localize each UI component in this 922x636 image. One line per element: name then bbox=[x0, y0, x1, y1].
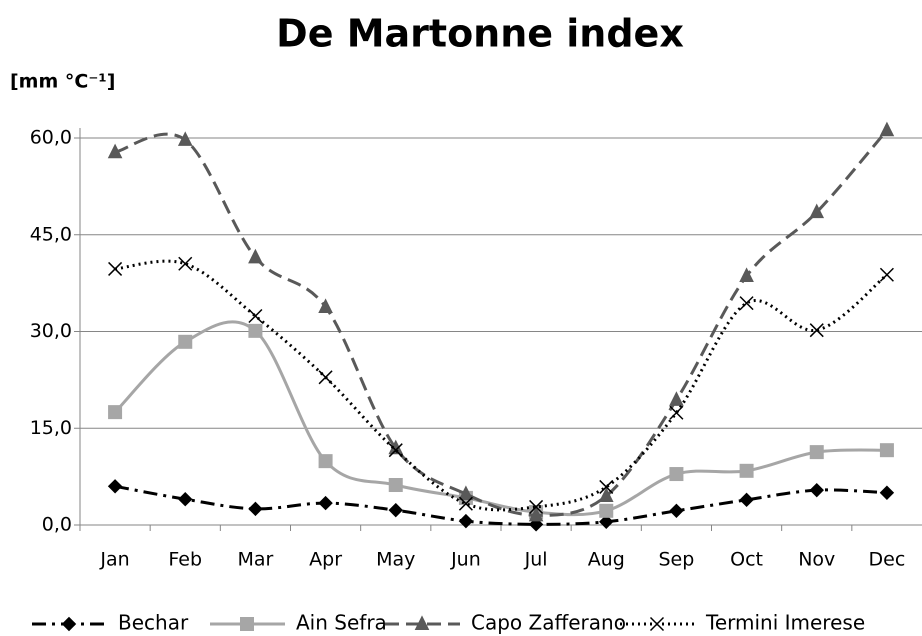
marker bbox=[599, 479, 614, 494]
y-tick-label: 60,0 bbox=[30, 127, 72, 149]
x-tick-label: May bbox=[376, 549, 415, 571]
marker bbox=[458, 496, 473, 511]
y-tick-label: 45,0 bbox=[30, 223, 72, 245]
chart-title: De Martonne index bbox=[276, 12, 684, 56]
marker bbox=[318, 495, 333, 511]
marker bbox=[458, 485, 474, 501]
marker bbox=[318, 370, 333, 385]
marker bbox=[809, 482, 824, 498]
marker bbox=[178, 256, 193, 271]
marker bbox=[178, 334, 193, 349]
legend-label: Capo Zafferano bbox=[471, 611, 626, 635]
marker bbox=[879, 485, 895, 500]
y-tick-label: 15,0 bbox=[30, 417, 72, 439]
y-tick-label: 30,0 bbox=[30, 320, 72, 342]
marker bbox=[879, 121, 895, 137]
x-tick-label: Jul bbox=[524, 549, 548, 571]
legend-marker bbox=[649, 616, 665, 632]
marker bbox=[598, 487, 614, 502]
series-line bbox=[114, 484, 887, 526]
series-line bbox=[114, 129, 889, 517]
marker bbox=[177, 131, 193, 146]
marker bbox=[388, 478, 403, 493]
marker bbox=[809, 445, 824, 460]
marker bbox=[809, 323, 824, 338]
x-tick-label: Mar bbox=[237, 549, 273, 571]
marker bbox=[529, 499, 544, 514]
marker bbox=[248, 501, 263, 517]
legend-marker bbox=[240, 617, 254, 631]
series-line bbox=[114, 259, 888, 512]
marker bbox=[739, 492, 754, 508]
marker bbox=[107, 143, 123, 159]
marker bbox=[599, 514, 614, 529]
marker bbox=[248, 248, 263, 264]
x-tick-label: Sep bbox=[659, 549, 695, 571]
marker bbox=[388, 443, 403, 458]
marker bbox=[669, 405, 684, 420]
marker bbox=[809, 203, 825, 219]
marker bbox=[739, 296, 754, 311]
series-line bbox=[114, 320, 887, 517]
series bbox=[107, 479, 895, 532]
marker bbox=[879, 443, 894, 458]
x-tick-label: Jan bbox=[99, 549, 129, 571]
marker bbox=[107, 479, 123, 494]
marker bbox=[739, 463, 754, 478]
legend-marker bbox=[61, 616, 77, 632]
marker bbox=[669, 391, 684, 406]
marker bbox=[248, 323, 263, 338]
legend-label: Termini Imerese bbox=[705, 611, 865, 635]
x-tick-label: Apr bbox=[309, 549, 342, 571]
y-tick-label: 0,0 bbox=[42, 514, 72, 536]
legend: Bechar Ain Sefra Capo Zafferano Termini Ime… bbox=[32, 611, 865, 635]
x-tick-label: Dec bbox=[869, 549, 906, 571]
x-tick-label: Nov bbox=[798, 549, 835, 571]
marker bbox=[599, 503, 614, 518]
x-tick-label: Aug bbox=[588, 549, 625, 571]
series bbox=[107, 121, 895, 522]
series bbox=[108, 256, 894, 514]
legend-label: Ain Sefra bbox=[296, 611, 387, 635]
marker bbox=[669, 467, 684, 482]
legend-marker bbox=[414, 615, 430, 630]
marker bbox=[318, 298, 333, 313]
x-tick-label: Oct bbox=[730, 549, 763, 571]
marker bbox=[669, 503, 684, 519]
x-tick-label: Feb bbox=[168, 549, 202, 571]
marker bbox=[739, 267, 754, 283]
marker bbox=[458, 513, 474, 529]
legend-label: Bechar bbox=[118, 611, 189, 635]
marker bbox=[178, 491, 193, 507]
marker bbox=[108, 261, 123, 276]
marker bbox=[388, 502, 403, 518]
marker bbox=[528, 506, 544, 522]
marker bbox=[248, 308, 263, 324]
y-axis-label: [mm °C⁻¹] bbox=[10, 71, 115, 93]
marker bbox=[108, 405, 123, 420]
x-tick-label: Jun bbox=[450, 549, 481, 571]
marker bbox=[318, 454, 333, 469]
series bbox=[108, 320, 894, 520]
marker bbox=[879, 267, 894, 282]
